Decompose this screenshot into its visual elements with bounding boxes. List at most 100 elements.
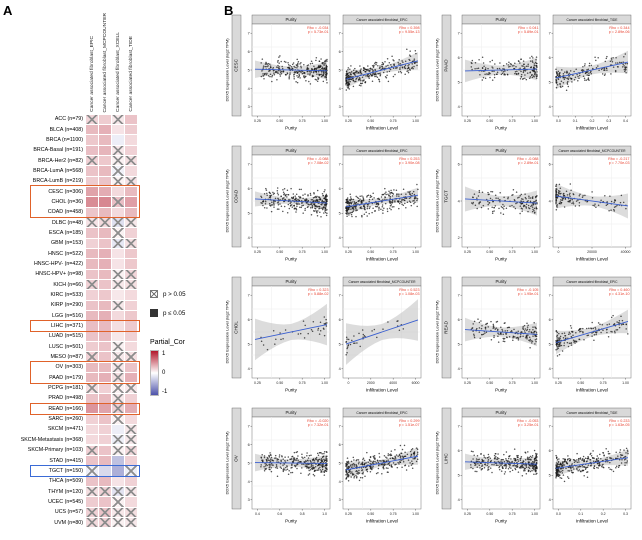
heatmap-cell [99, 352, 111, 362]
svg-text:0.25: 0.25 [254, 250, 261, 254]
svg-text:4: 4 [458, 367, 460, 371]
svg-text:1.00: 1.00 [531, 119, 538, 123]
heatmap-cell [112, 238, 124, 248]
heatmap-cell [125, 352, 137, 362]
heatmap-row-label: BRCA-LumA (n=568) [33, 167, 83, 174]
heatmap-cell [125, 248, 137, 259]
svg-text:0.75: 0.75 [390, 250, 397, 254]
svg-text:Cancer associated fibroblast_M: Cancer associated fibroblast_MCPCOUNTER [348, 280, 416, 284]
heatmap-cell [86, 383, 98, 393]
svg-text:DDX5 Expression Level (log2 TP: DDX5 Expression Level (log2 TPM) [435, 38, 440, 102]
svg-text:0.25: 0.25 [464, 119, 471, 123]
svg-text:DDX5 Expression Level (log2 TP: DDX5 Expression Level (log2 TPM) [435, 300, 440, 364]
heatmap-row: SKCM (n=471) [2, 424, 138, 435]
heatmap-cell [112, 145, 124, 155]
heatmap-cell [112, 166, 124, 176]
svg-text:0: 0 [557, 250, 559, 254]
heatmap-cell [99, 362, 111, 373]
heatmap-cell [99, 486, 111, 497]
heatmap-row: THYM (n=120) [2, 486, 138, 497]
svg-text:2: 2 [549, 236, 551, 240]
svg-text:5: 5 [339, 68, 341, 72]
svg-text:Purity: Purity [286, 410, 298, 415]
svg-text:CESC: CESC [233, 58, 238, 71]
heatmap-cell [86, 124, 98, 135]
heatmap-cell [112, 414, 124, 424]
heatmap-cell [99, 507, 111, 517]
svg-text:4000: 4000 [389, 381, 397, 385]
svg-text:6: 6 [339, 443, 341, 447]
heatmap-cell [86, 476, 98, 486]
heatmap-row-label: UVM (n=80) [54, 519, 83, 526]
heatmap-cell [125, 135, 137, 145]
svg-text:COAD: COAD [233, 189, 238, 203]
svg-text:0.25: 0.25 [464, 250, 471, 254]
svg-text:Purity: Purity [285, 519, 297, 524]
heatmap-cell [112, 466, 124, 476]
svg-text:p = 7.08e-02: p = 7.08e-02 [308, 161, 329, 165]
heatmap-cell [99, 393, 111, 404]
svg-text:6: 6 [248, 187, 250, 191]
svg-text:5: 5 [458, 81, 460, 85]
scatter-pair-coad: DDX5 Expression Level (log2 TPM) COAD Puri… [224, 144, 432, 275]
svg-text:Purity: Purity [496, 410, 508, 415]
scatter-pair-cesc: DDX5 Expression Level (log2 TPM) CESC Puri… [224, 13, 432, 144]
heatmap-cell [99, 435, 111, 445]
svg-text:Purity: Purity [285, 126, 297, 131]
heatmap-row: BLCA (n=408) [2, 124, 138, 135]
svg-text:p = 1.51e-07: p = 1.51e-07 [399, 423, 420, 427]
scatter-pair-ov: DDX5 Expression Level (log2 TPM) OV Purity… [224, 406, 432, 537]
svg-text:Rho = 0.041: Rho = 0.041 [518, 26, 538, 30]
svg-text:4: 4 [339, 367, 341, 371]
scatter-pair-chol: DDX5 Expression Level (log2 TPM) CHOL Puri… [224, 275, 432, 406]
heatmap-row: ACC (n=79) [2, 114, 138, 124]
heatmap-cell [112, 445, 124, 455]
svg-text:TGCT: TGCT [443, 190, 448, 203]
heatmap-cell [125, 197, 137, 207]
svg-text:6: 6 [458, 163, 460, 167]
heatmap-row-label: SKCM (n=471) [47, 426, 83, 433]
heatmap-cell [112, 300, 124, 310]
svg-text:p = 7.32e-01: p = 7.32e-01 [308, 423, 329, 427]
heatmap-row: PCPG (n=181) [2, 383, 138, 393]
heatmap-cell [112, 280, 124, 290]
svg-text:6: 6 [248, 318, 250, 322]
color-gradient-bar [150, 350, 159, 396]
scatter-pair-svg: DDX5 Expression Level (log2 TPM) CHOL Puri… [225, 276, 422, 393]
heatmap-row: LGG (n=516) [2, 311, 138, 321]
svg-text:4: 4 [458, 498, 460, 502]
heatmap-column-label: Cancer associated fibroblast_TIDE [129, 36, 134, 112]
heatmap-cell [112, 124, 124, 135]
svg-text:1.00: 1.00 [622, 381, 629, 385]
svg-text:5: 5 [248, 68, 250, 72]
heatmap-column-label: Cancer associated fibroblast_MCPCOUNTER [103, 12, 108, 112]
heatmap-cell [86, 321, 98, 331]
svg-text:DDX5 Expression Level (log2 TP: DDX5 Expression Level (log2 TPM) [225, 300, 230, 364]
heatmap-cell [112, 248, 124, 259]
svg-text:0.75: 0.75 [299, 381, 306, 385]
svg-text:6: 6 [549, 56, 551, 60]
svg-text:0.75: 0.75 [390, 512, 397, 516]
heatmap-row: UCS (n=57) [2, 507, 138, 517]
heatmap-cell [125, 517, 137, 528]
svg-text:Purity: Purity [495, 519, 507, 524]
svg-text:0.75: 0.75 [299, 119, 306, 123]
svg-text:Rho = 0.523: Rho = 0.523 [399, 288, 419, 292]
heatmap-cell [125, 383, 137, 393]
svg-text:p = 5.89e-01: p = 5.89e-01 [518, 30, 539, 34]
heatmap-row: UCEC (n=545) [2, 497, 138, 507]
svg-text:1.00: 1.00 [531, 381, 538, 385]
heatmap-cell [99, 166, 111, 176]
svg-text:Rho = -0.088: Rho = -0.088 [517, 157, 538, 161]
svg-text:5: 5 [248, 461, 250, 465]
heatmap-cell [86, 373, 98, 383]
scale-tick: -1 [162, 389, 168, 395]
svg-text:DDX5 Expression Level (log2 TP: DDX5 Expression Level (log2 TPM) [225, 38, 230, 102]
heatmap-row: KIRP (n=290) [2, 300, 138, 310]
svg-text:1.00: 1.00 [321, 250, 328, 254]
heatmap-row: BRCA (n=1100) [2, 135, 138, 145]
heatmap-cell [86, 455, 98, 466]
heatmap-cell [112, 197, 124, 207]
svg-text:4: 4 [549, 367, 551, 371]
heatmap-cell [99, 217, 111, 228]
